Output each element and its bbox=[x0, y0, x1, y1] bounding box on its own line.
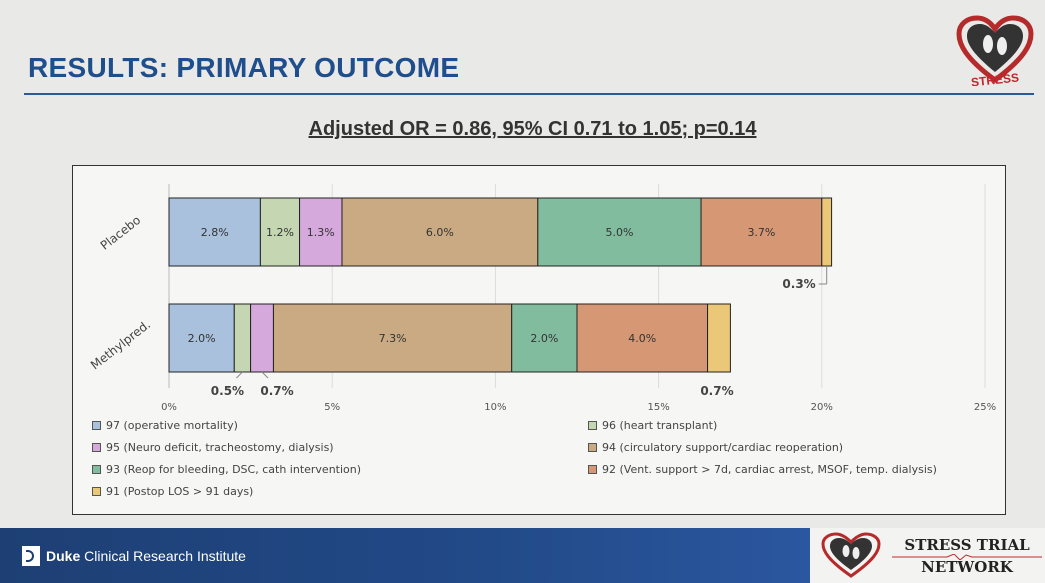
x-tick-label: 0% bbox=[161, 402, 177, 413]
odds-ratio-subtitle: Adjusted OR = 0.86, 95% CI 0.71 to 1.05;… bbox=[308, 118, 757, 140]
bar-segment bbox=[250, 303, 274, 373]
bar-segment bbox=[707, 303, 731, 373]
bar-segment bbox=[299, 197, 343, 267]
x-tick-label: 10% bbox=[484, 402, 506, 413]
bar-segment bbox=[700, 197, 823, 267]
stress-network-logo bbox=[821, 532, 881, 578]
legend-swatch bbox=[92, 421, 101, 430]
bar-segment bbox=[537, 197, 702, 267]
data-label: 2.8% bbox=[201, 226, 229, 239]
x-tick-label: 15% bbox=[647, 402, 669, 413]
legend-item: 92 (Vent. support > 7d, cardiac arrest, … bbox=[588, 463, 937, 476]
legend-item: 96 (heart transplant) bbox=[588, 419, 717, 432]
stacked-bar-chart: 0% 5% 10% 15% 20% 25% Placebo 2.8% 1.2% 1.3% 6.0% 5… bbox=[88, 184, 996, 413]
category-label: Placebo bbox=[98, 213, 144, 253]
legend-swatch bbox=[588, 443, 597, 452]
data-label: 0.5% bbox=[211, 384, 244, 398]
chart-legend: 97 (operative mortality) 96 (heart transp… bbox=[92, 419, 992, 509]
data-label: 1.2% bbox=[266, 226, 294, 239]
legend-swatch bbox=[92, 443, 101, 452]
legend-swatch bbox=[92, 465, 101, 474]
legend-item: 93 (Reop for bleeding, DSC, cath interve… bbox=[92, 463, 361, 476]
duke-logo-icon bbox=[22, 546, 40, 566]
legend-label: 93 (Reop for bleeding, DSC, cath interve… bbox=[106, 463, 362, 476]
leader-line bbox=[236, 371, 243, 379]
data-label: 3.7% bbox=[747, 226, 775, 239]
data-label: 4.0% bbox=[628, 332, 656, 345]
bar-segment bbox=[821, 197, 833, 267]
network-name: STRESS TRIAL NETWORK bbox=[892, 534, 1042, 578]
slide-title: RESULTS: PRIMARY OUTCOME bbox=[28, 52, 460, 83]
stress-logo-text: STRESS bbox=[970, 71, 1019, 86]
legend-label: 91 (Postop LOS > 91 days) bbox=[106, 485, 254, 498]
data-label: 0.3% bbox=[782, 277, 815, 291]
legend-label: 94 (circulatory support/cardiac reoperat… bbox=[602, 441, 844, 454]
data-label: 1.3% bbox=[307, 226, 335, 239]
bar-segment bbox=[168, 197, 261, 267]
bar-segment bbox=[233, 303, 252, 373]
legend-item: 91 (Postop LOS > 91 days) bbox=[92, 485, 253, 498]
leader-line bbox=[261, 371, 269, 379]
heartbeat-line-icon bbox=[892, 554, 1042, 560]
legend-label: 97 (operative mortality) bbox=[106, 419, 238, 432]
footer: Duke Clinical Research Institute STRESS … bbox=[0, 528, 1045, 583]
data-label: 7.3% bbox=[379, 332, 407, 345]
data-label: 2.0% bbox=[188, 332, 216, 345]
network-branding: STRESS TRIAL NETWORK bbox=[810, 528, 1045, 583]
title-divider bbox=[24, 93, 1034, 95]
data-label: 6.0% bbox=[426, 226, 454, 239]
legend-item: 95 (Neuro deficit, tracheostomy, dialysi… bbox=[92, 441, 334, 454]
chart-frame: 0% 5% 10% 15% 20% 25% Placebo 2.8% 1.2% 1.3% 6.0% 5… bbox=[72, 165, 1006, 515]
legend-label: 96 (heart transplant) bbox=[602, 419, 718, 432]
footer-bar: Duke Clinical Research Institute bbox=[0, 528, 810, 583]
data-label: 0.7% bbox=[260, 384, 293, 398]
x-tick-label: 5% bbox=[324, 402, 340, 413]
legend-item: 94 (circulatory support/cardiac reoperat… bbox=[588, 441, 843, 454]
data-label: 5.0% bbox=[605, 226, 633, 239]
stress-heart-logo: STRESS bbox=[956, 15, 1034, 86]
x-tick-label: 20% bbox=[811, 402, 833, 413]
data-label: 0.7% bbox=[700, 384, 733, 398]
category-label: Methylpred. bbox=[88, 317, 153, 372]
bar-segment bbox=[259, 197, 301, 267]
bar-segment bbox=[272, 303, 513, 373]
data-label: 2.0% bbox=[530, 332, 558, 345]
legend-label: 95 (Neuro deficit, tracheostomy, dialysi… bbox=[106, 441, 334, 454]
institute-name: Duke Clinical Research Institute bbox=[46, 548, 246, 564]
legend-swatch bbox=[92, 487, 101, 496]
x-tick-label: 25% bbox=[974, 402, 996, 413]
legend-item: 97 (operative mortality) bbox=[92, 419, 238, 432]
legend-swatch bbox=[588, 421, 597, 430]
legend-swatch bbox=[588, 465, 597, 474]
legend-label: 92 (Vent. support > 7d, cardiac arrest, … bbox=[602, 463, 937, 476]
